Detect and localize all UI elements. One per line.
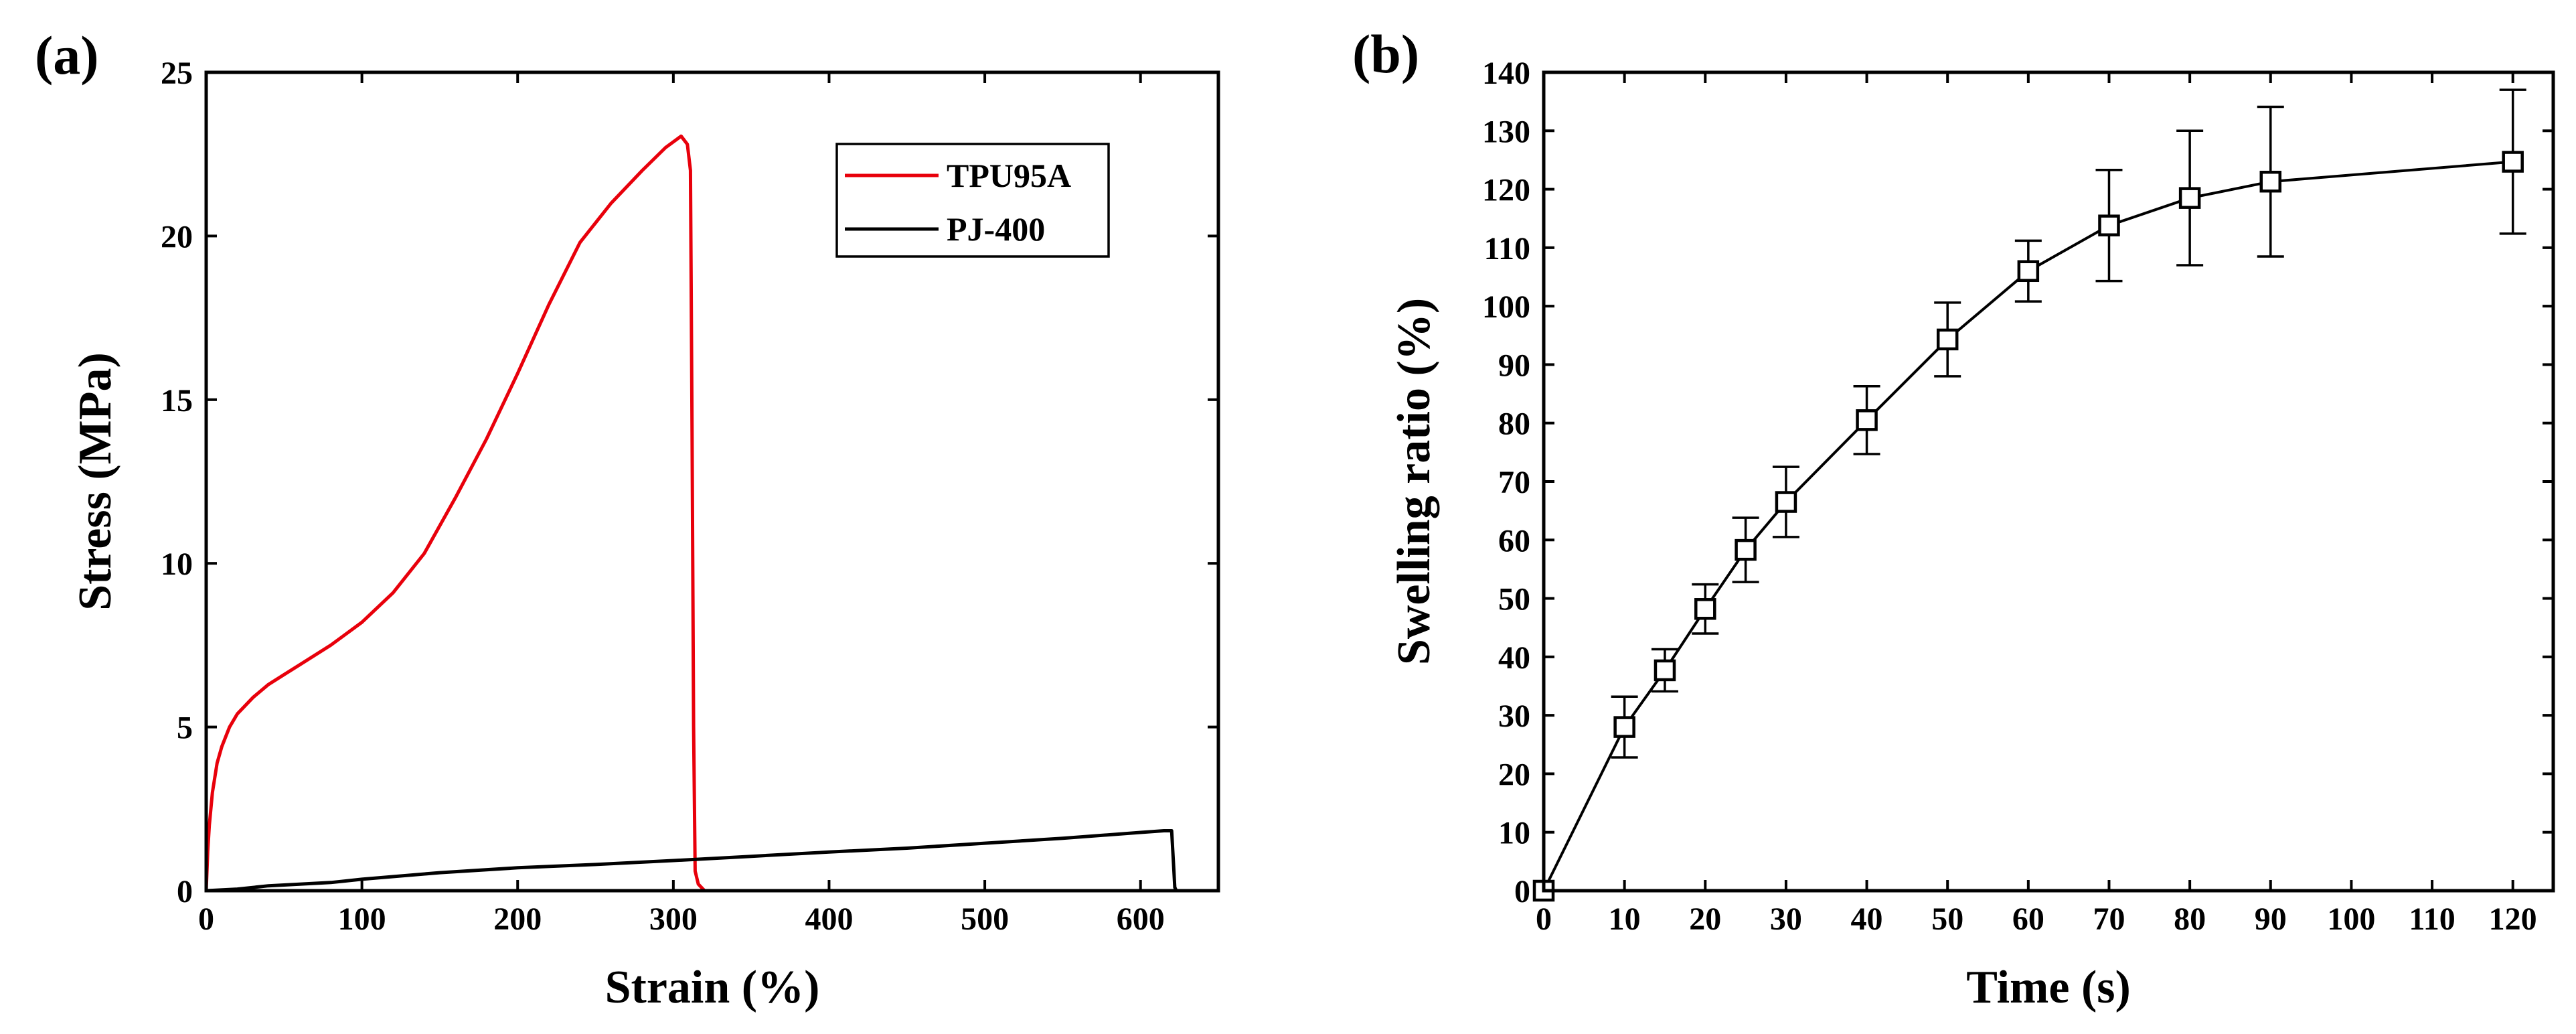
chart-a-x-tick-label: 600 <box>1117 901 1165 937</box>
chart-b-series <box>1532 88 2526 902</box>
data-point <box>1936 328 1959 351</box>
chart-a-x-tick-label: 500 <box>961 901 1009 937</box>
chart-b-ticks: 0 10 20 30 40 50 60 70 80 90 100 110 120 0 10 20 30 40 50 6… <box>1482 56 2553 937</box>
chart-b-x-tick-label: 100 <box>2327 901 2375 937</box>
chart-b-x-tick-label: 30 <box>1770 901 1802 937</box>
chart-a-x-axis-label: Strain (%) <box>605 962 820 1013</box>
chart-b-x-tick-label: 50 <box>1931 901 1963 937</box>
chart-b-y-tick-label: 70 <box>1498 465 1530 500</box>
data-point <box>2098 214 2120 236</box>
chart-b-y-tick-label: 50 <box>1498 582 1530 617</box>
chart-a-y-tick-label: 0 <box>177 874 193 909</box>
chart-b-y-tick-label: 90 <box>1498 348 1530 383</box>
chart-a-y-tick-label: 15 <box>161 383 193 419</box>
legend-frame <box>835 143 1110 258</box>
data-point <box>2259 170 2282 193</box>
chart-a-legend: TPU95A PJ-400 <box>835 143 1110 258</box>
chart-b-x-axis-label: Time (s) <box>1966 962 2131 1013</box>
chart-a: (a) 0 100 200 300 400 500 600 0 5 10 15 20 25 Strain… <box>35 25 1220 1013</box>
chart-b-x-tick-label: 110 <box>2409 901 2455 937</box>
chart-a-y-tick-label: 5 <box>177 711 193 746</box>
chart-b-y-tick-label: 80 <box>1498 407 1530 442</box>
chart-a-y-axis-label: Stress (MPa) <box>70 352 121 611</box>
chart-a-x-tick-label: 100 <box>338 901 386 937</box>
chart-a-ticks: 0 100 200 300 400 500 600 0 5 10 15 20 25 <box>161 56 1218 937</box>
series-line-tpu95a <box>204 134 706 892</box>
chart-b-y-tick-label: 20 <box>1498 757 1530 792</box>
data-point <box>2017 260 2040 283</box>
chart-b-y-tick-label: 110 <box>1484 231 1530 267</box>
data-point <box>2502 151 2524 173</box>
legend-label-pj-400: PJ-400 <box>947 210 1045 248</box>
chart-a-y-tick-label: 10 <box>161 546 193 582</box>
chart-b-x-tick-label: 0 <box>1536 901 1552 937</box>
chart-a-x-tick-label: 300 <box>649 901 698 937</box>
data-point <box>1654 659 1676 682</box>
panel-label-b: (b) <box>1352 23 1419 84</box>
chart-b-y-tick-label: 130 <box>1482 114 1530 149</box>
chart-b-y-tick-label: 40 <box>1498 640 1530 676</box>
legend-label-tpu95a: TPU95A <box>947 157 1071 194</box>
chart-a-x-tick-label: 0 <box>198 901 214 937</box>
chart-b-x-tick-label: 60 <box>2012 901 2044 937</box>
series-line-pj-400 <box>206 829 1178 893</box>
chart-b-y-tick-label: 60 <box>1498 523 1530 559</box>
chart-a-x-tick-label: 200 <box>493 901 542 937</box>
chart-b-y-tick-label: 140 <box>1482 56 1530 91</box>
chart-b-y-tick-label: 100 <box>1482 289 1530 325</box>
chart-b-x-tick-label: 10 <box>1609 901 1641 937</box>
data-point <box>1694 598 1716 620</box>
chart-a-y-tick-label: 20 <box>161 219 193 254</box>
chart-a-x-tick-label: 400 <box>805 901 853 937</box>
chart-b-x-tick-label: 70 <box>2093 901 2125 937</box>
chart-b-x-tick-label: 40 <box>1851 901 1883 937</box>
chart-b-y-tick-label: 10 <box>1498 816 1530 851</box>
data-point <box>1775 491 1797 513</box>
chart-a-y-tick-label: 25 <box>161 56 193 91</box>
chart-b: (b) 0 10 20 30 40 50 60 70 80 90 100 110 120 0 10 20 30 4… <box>1352 23 2555 1013</box>
chart-b-x-tick-label: 80 <box>2174 901 2206 937</box>
data-point <box>2178 187 2201 209</box>
chart-b-x-tick-label: 90 <box>2255 901 2287 937</box>
chart-b-y-tick-label: 120 <box>1482 173 1530 208</box>
data-point <box>1735 538 1757 561</box>
chart-a-series <box>204 134 1178 893</box>
chart-b-y-tick-label: 0 <box>1514 874 1530 909</box>
panel-label-a: (a) <box>35 25 99 86</box>
chart-b-x-tick-label: 20 <box>1689 901 1721 937</box>
chart-b-x-tick-label: 120 <box>2489 901 2537 937</box>
chart-b-y-axis-label: Swelling ratio (%) <box>1388 298 1440 665</box>
data-point <box>1856 409 1878 431</box>
chart-b-y-tick-label: 30 <box>1498 698 1530 734</box>
chart-a-plot-frame <box>204 70 1220 893</box>
data-point <box>1613 716 1635 738</box>
chart-b-plot-frame <box>1542 70 2555 893</box>
